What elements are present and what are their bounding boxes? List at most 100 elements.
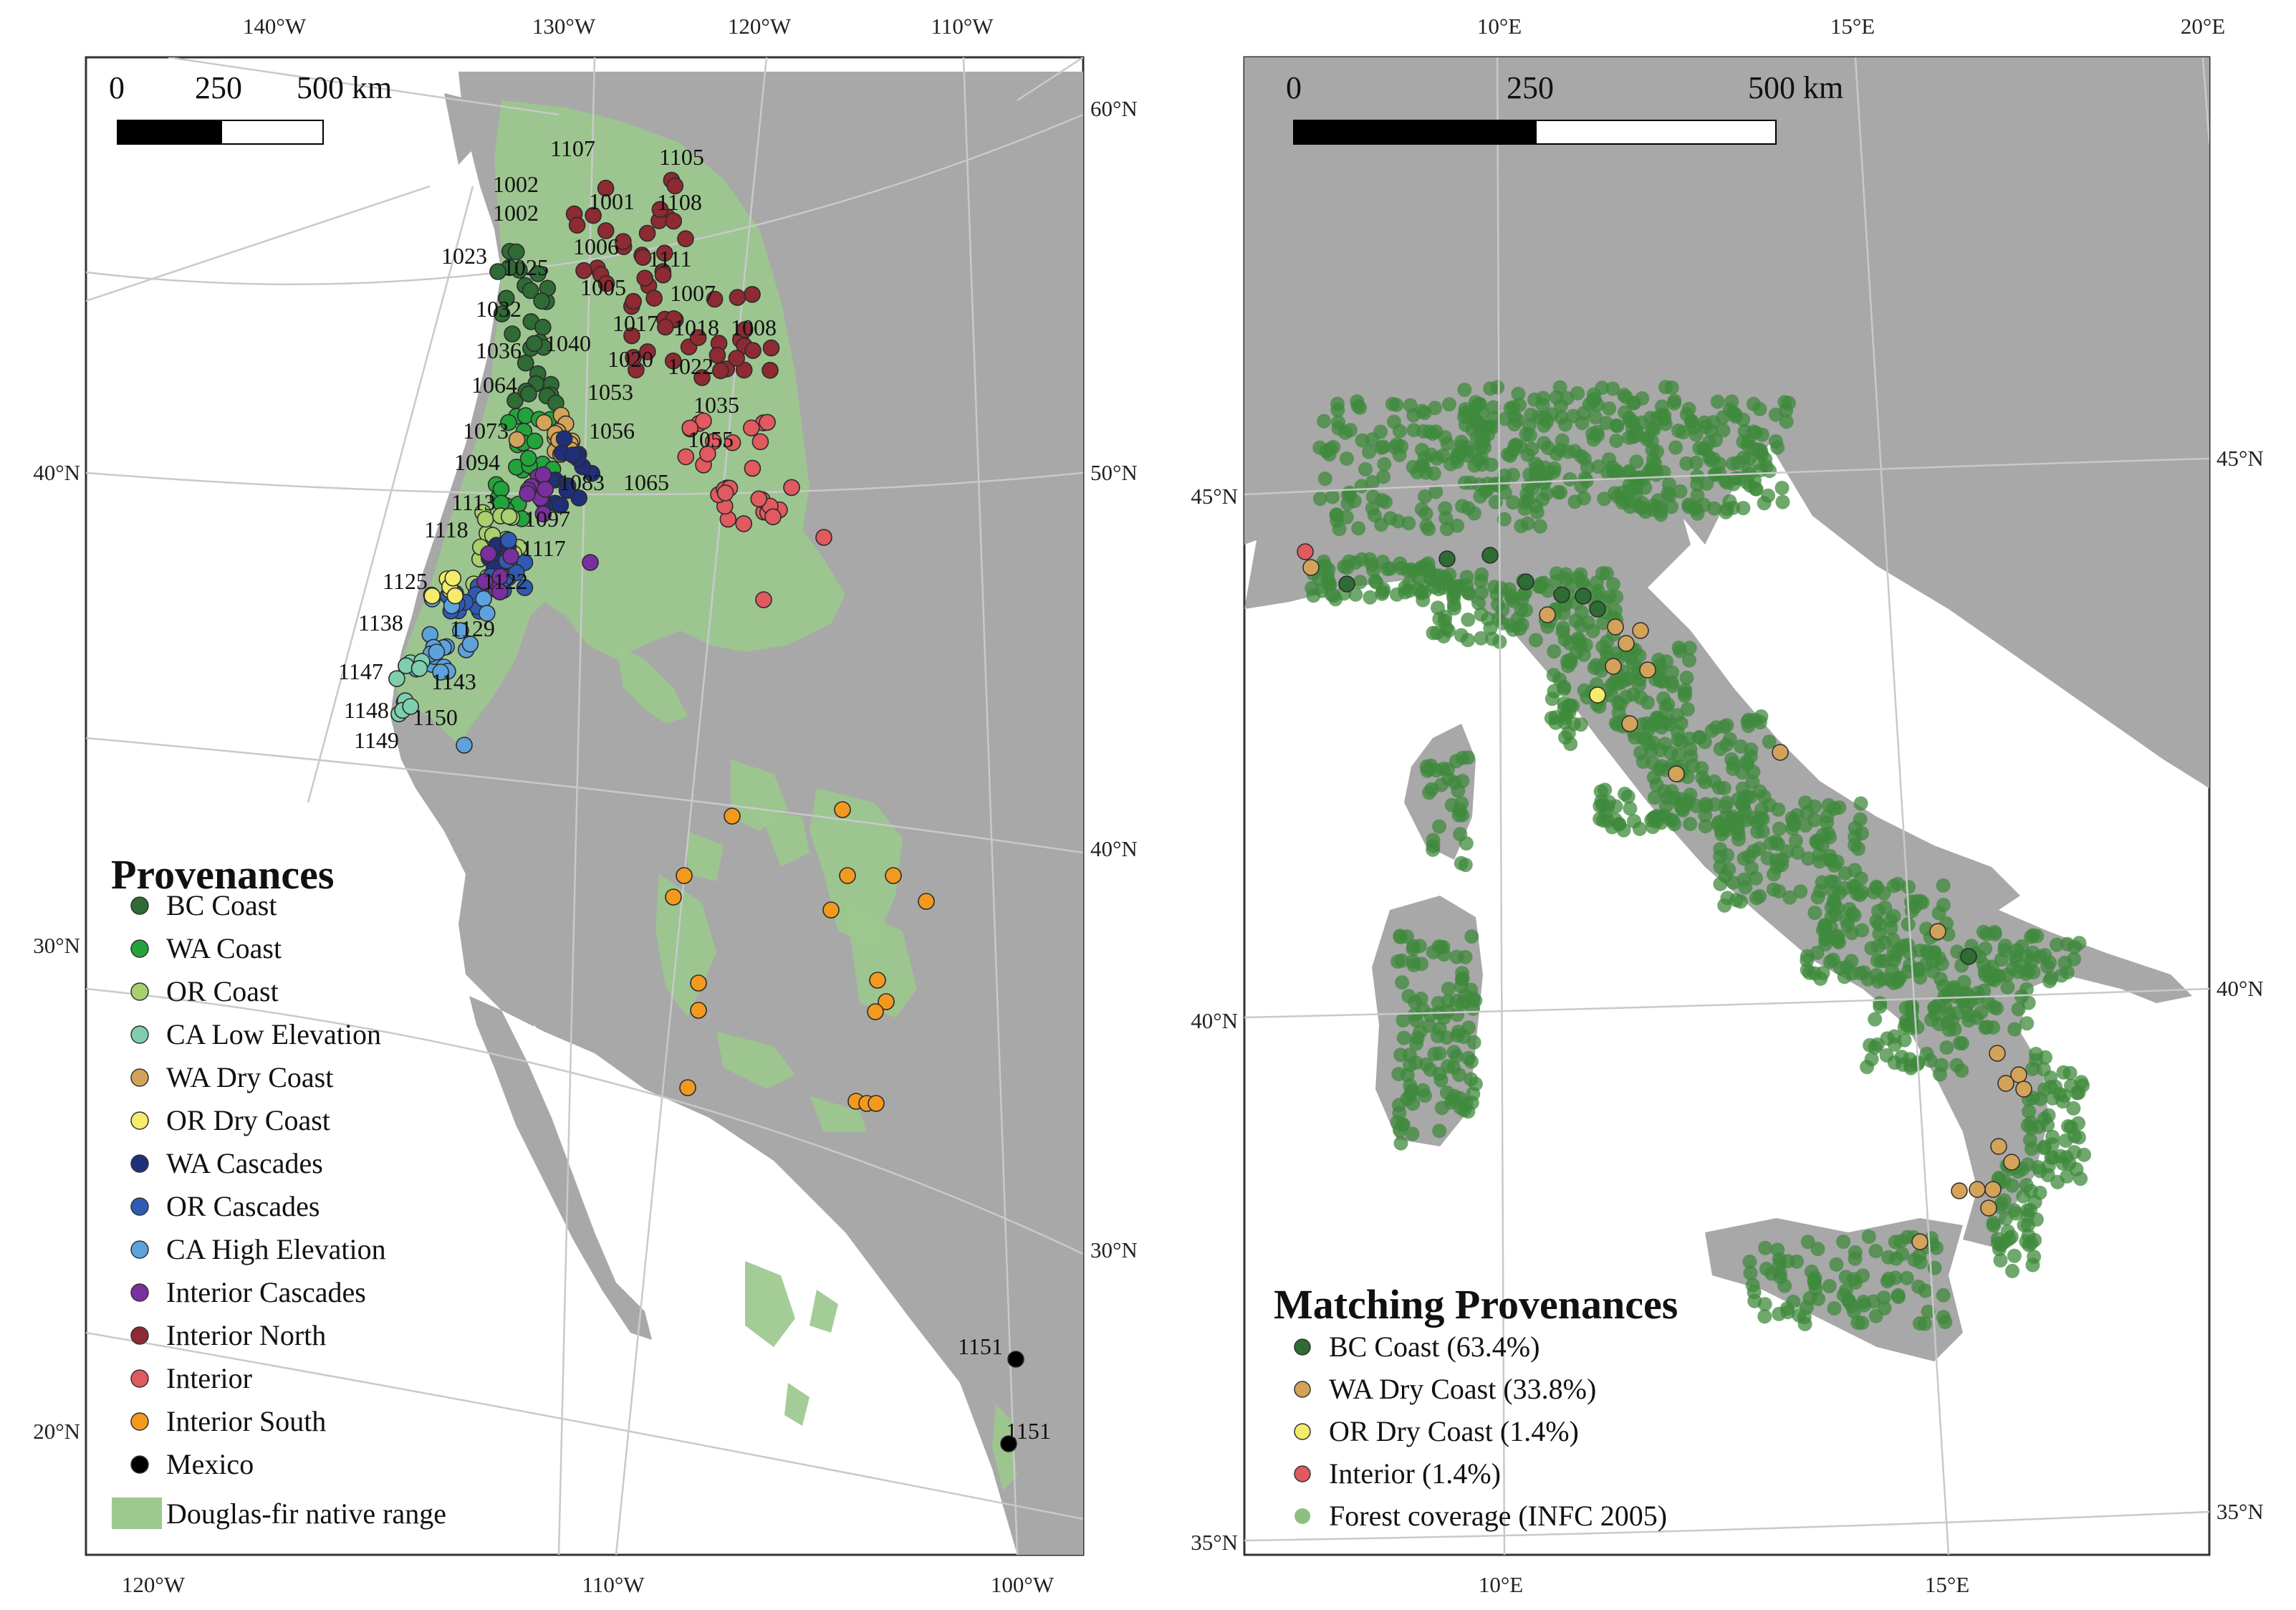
forest-dot (1410, 1030, 1425, 1045)
forest-dot (2067, 1145, 2082, 1160)
forest-dot (2066, 1101, 2081, 1116)
forest-dot (1605, 577, 1620, 592)
forest-dot (1892, 942, 1907, 957)
provenance-point (597, 179, 615, 197)
forest-dot (1365, 489, 1380, 504)
forest-dot (2007, 1248, 2022, 1263)
forest-dot (1633, 690, 1648, 705)
legend-item: Interior (166, 1362, 252, 1394)
forest-dot (1468, 395, 1483, 410)
forest-dot (1418, 489, 1432, 504)
forest-dot (1917, 1316, 1932, 1331)
forest-dot (1552, 380, 1567, 395)
forest-dot (1595, 380, 1610, 396)
forest-dot (1770, 1242, 1785, 1257)
forest-dot (1431, 996, 1446, 1010)
scale-label-250: 250 (1507, 70, 1554, 105)
forest-dot (1797, 1316, 1812, 1331)
matching-point (1338, 575, 1355, 593)
provenance-point (534, 505, 552, 523)
legend-item: OR Dry Coast (1.4%) (1329, 1415, 1579, 1447)
forest-dot (2044, 1150, 2059, 1165)
forest-dot (1415, 403, 1430, 418)
forest-dot (1860, 1060, 1875, 1075)
forest-dot (1768, 834, 1783, 849)
forest-dot (2050, 937, 2064, 952)
forest-dot (1611, 705, 1626, 720)
right-label-40n: 40°N (1090, 836, 1138, 861)
forest-dot (1752, 456, 1767, 471)
bottom-label-100w: 100°W (991, 1572, 1055, 1597)
forest-dot (1646, 452, 1661, 467)
legend-item: Interior North (166, 1319, 326, 1351)
forest-dot (1845, 966, 1860, 981)
provenance-point (729, 289, 746, 307)
site-label: 1053 (587, 379, 633, 405)
matching-point (1929, 923, 1946, 940)
forest-dot (1609, 433, 1624, 449)
forest-dot (1400, 1068, 1415, 1083)
forest-dot (1629, 423, 1644, 439)
provenance-point (615, 233, 632, 250)
provenance-point (736, 321, 754, 338)
forest-dot (1418, 507, 1433, 521)
legend-item: Interior South (166, 1405, 326, 1437)
forest-dot (1405, 1083, 1419, 1098)
forest-dot (1590, 428, 1605, 443)
legend-title: Matching Provenances (1274, 1281, 1678, 1328)
forest-dot (1553, 485, 1568, 500)
forest-dot (1872, 926, 1887, 941)
forest-dot (1749, 891, 1764, 906)
forest-dot (1446, 1045, 1461, 1060)
forest-dot (1868, 1012, 1883, 1027)
provenance-point (480, 545, 497, 562)
forest-dot (1855, 1268, 1870, 1283)
forest-dot (1365, 475, 1380, 489)
forest-dot (1726, 757, 1741, 771)
legend-item: OR Cascades (166, 1190, 320, 1222)
forest-dot (1766, 867, 1781, 882)
forest-dot (2023, 1184, 2038, 1199)
forest-dot (1671, 732, 1686, 747)
matching-point (1997, 1075, 2014, 1092)
legend-swatch (1294, 1508, 1310, 1524)
forest-dot (1790, 845, 1805, 860)
forest-dot (1486, 400, 1501, 415)
left-map-panel[interactable]: 1107 1105 1002 1001 1108 1002 1006 1023 1025 1111… (85, 56, 1085, 1556)
forest-dot (1332, 522, 1347, 537)
forest-dot (2024, 929, 2039, 944)
provenance-point (535, 413, 553, 431)
forest-dot (1939, 1040, 1954, 1055)
provenance-point (706, 290, 724, 308)
forest-dot (1856, 1294, 1871, 1309)
forest-dot (1736, 501, 1751, 516)
forest-dot (1627, 814, 1641, 829)
forest-dot (1540, 583, 1555, 598)
forest-dot (1804, 1264, 1819, 1279)
forest-dot (2019, 982, 2034, 997)
forest-dot (1461, 612, 1476, 627)
forest-dot (1363, 552, 1377, 567)
forest-dot (2055, 1156, 2070, 1171)
forest-dot (1758, 1240, 1773, 1255)
provenance-point (500, 532, 517, 549)
provenance-point (656, 318, 674, 336)
forest-dot (1325, 489, 1340, 504)
forest-dot (1664, 380, 1679, 395)
forest-dot (2017, 1217, 2032, 1232)
forest-dot (1321, 574, 1336, 589)
forest-dot (1423, 1007, 1438, 1022)
provenance-point (491, 583, 509, 600)
forest-dot (1437, 613, 1452, 628)
forest-dot (1861, 1230, 1876, 1244)
forest-dot (1389, 587, 1404, 602)
forest-dot (1899, 1270, 1914, 1285)
forest-dot (1936, 1288, 1951, 1303)
forest-dot (1757, 496, 1772, 511)
site-label: 1094 (454, 449, 500, 475)
forest-dot (1432, 819, 1446, 834)
forest-dot (1779, 414, 1794, 429)
forest-dot (1986, 1215, 2001, 1230)
right-map-panel[interactable]: 0 250 500 km Matching Provenances BC Coa… (1243, 56, 2211, 1556)
forest-dot (1651, 652, 1666, 667)
